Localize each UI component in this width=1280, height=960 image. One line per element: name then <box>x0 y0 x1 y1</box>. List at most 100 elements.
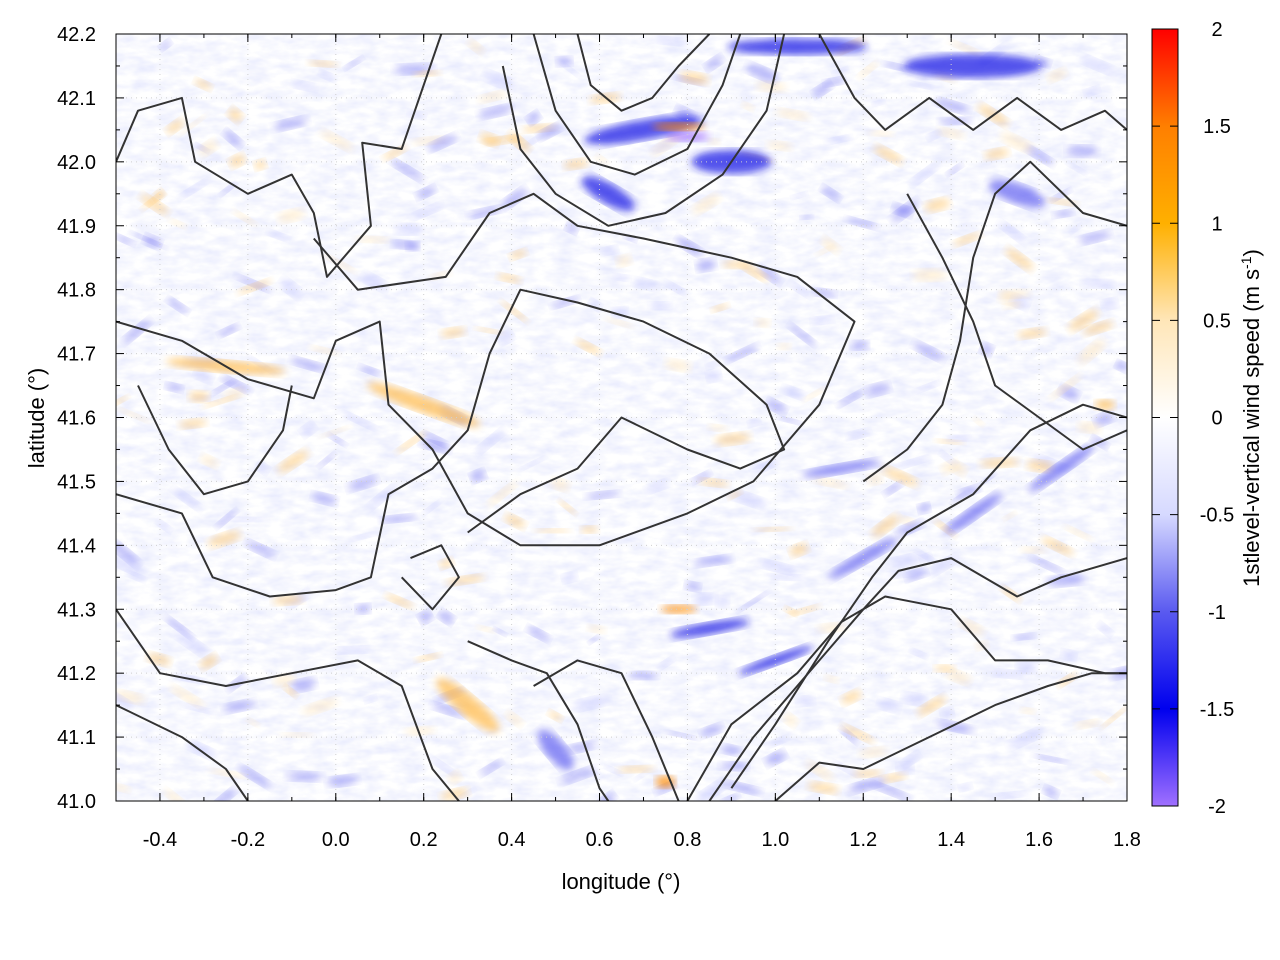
contour-line <box>116 608 460 801</box>
heatmap-cell <box>431 703 466 717</box>
heatmap-cell <box>1078 339 1106 364</box>
heatmap-cell <box>846 217 879 229</box>
heatmap-cell <box>823 77 845 86</box>
heatmap-cell <box>917 696 947 716</box>
heatmap-cell <box>565 223 578 234</box>
heatmap-cell <box>280 732 314 738</box>
heatmap-cell <box>580 526 599 534</box>
heatmap-cell <box>478 105 513 118</box>
heatmap-cell <box>927 130 941 140</box>
heatmap-cell <box>616 255 632 267</box>
heatmap-cell <box>236 275 271 292</box>
heatmap-cell <box>273 117 308 130</box>
heatmap-cell <box>628 671 658 680</box>
heatmap-cell <box>1026 460 1054 472</box>
contour-line <box>818 34 1127 131</box>
heatmap-feature <box>652 122 705 131</box>
heatmap-cell <box>1041 537 1074 556</box>
x-tick-label: 1.6 <box>1025 829 1053 851</box>
heatmap-cell <box>999 289 1031 298</box>
heatmap-cell <box>116 407 151 423</box>
heatmap-cell <box>684 581 701 591</box>
heatmap-cell <box>207 531 242 547</box>
heatmap-cell <box>789 543 809 557</box>
heatmap-cell <box>872 783 910 800</box>
heatmap-cell <box>164 789 187 801</box>
heatmap-cell <box>509 249 527 260</box>
heatmap-cell <box>493 628 507 636</box>
heatmap-cell <box>478 91 507 103</box>
x-tick-label: 0.8 <box>674 829 702 851</box>
heatmap-cell <box>758 560 798 574</box>
heatmap-cell <box>907 81 937 90</box>
heatmap-cell <box>477 430 505 453</box>
y-tick-label: 42.0 <box>57 152 96 174</box>
heatmap-cell <box>573 696 609 710</box>
heatmap-cell <box>748 419 761 427</box>
heatmap-cell <box>422 500 442 515</box>
heatmap-cell <box>624 235 637 242</box>
heatmap-feature <box>665 131 710 142</box>
heatmap-cell <box>1046 574 1086 587</box>
heatmap-cell <box>179 179 209 199</box>
y-tick-label: 42.2 <box>57 24 96 46</box>
heatmap-cell <box>813 288 837 298</box>
heatmap-cell <box>868 130 894 137</box>
heatmap-cell <box>841 690 862 704</box>
y-tick-label: 41.6 <box>57 408 96 430</box>
heatmap-cell <box>910 649 928 659</box>
contour-line <box>116 34 443 278</box>
heatmap-cell <box>311 493 337 505</box>
heatmap-cell <box>766 399 787 414</box>
heatmap-cell <box>267 230 289 241</box>
heatmap-cell <box>796 696 815 706</box>
heatmap-cell <box>290 358 326 371</box>
heatmap-cell <box>998 221 1027 243</box>
heatmap-cell <box>418 611 432 624</box>
heatmap-cell <box>223 130 243 147</box>
heatmap-cell <box>652 36 685 45</box>
colorbar-tick-label: 0.5 <box>1203 310 1231 332</box>
y-axis: 41.0 41.1 41.2 41.3 41.4 41.5 41.6 41.7 41.8 41.9… <box>57 24 1127 813</box>
heatmap-cell <box>1017 328 1048 339</box>
contour-line <box>533 659 680 801</box>
heatmap-cell <box>226 517 267 523</box>
heatmap-cell <box>891 200 919 222</box>
heatmap-cell <box>1101 706 1127 729</box>
heatmap-feature <box>1028 445 1095 493</box>
heatmap-cell <box>178 419 208 429</box>
heatmap-cell <box>950 493 965 504</box>
heatmap-cell <box>116 395 129 408</box>
heatmap-cell <box>928 554 960 575</box>
heatmap-cell <box>272 595 304 605</box>
heatmap-cell <box>979 458 1020 468</box>
heatmap-feature <box>670 619 749 638</box>
colorbar-label-end: ) <box>1239 249 1264 256</box>
heatmap-cell <box>534 528 571 533</box>
heatmap-cell <box>711 304 729 312</box>
heatmap-cell <box>1003 302 1023 309</box>
heatmap-cell <box>728 490 743 499</box>
heatmap-cell <box>116 690 132 709</box>
colorbar-tick-label: 0 <box>1211 408 1222 430</box>
heatmap-cell <box>617 765 655 773</box>
heatmap-cell <box>884 482 903 496</box>
heatmap-cell <box>959 783 972 791</box>
heatmap-cell <box>1084 86 1100 96</box>
heatmap-cell <box>878 699 900 712</box>
heatmap-cell <box>468 206 503 218</box>
heatmap-cell <box>167 298 189 313</box>
heatmap-cell <box>782 386 805 399</box>
contour-line <box>400 544 460 611</box>
heatmap-cell <box>355 603 371 614</box>
heatmap-cell <box>1020 546 1047 553</box>
heatmap-cell <box>504 514 526 528</box>
heatmap-cell <box>766 736 788 748</box>
y-tick-label: 42.1 <box>57 88 96 110</box>
heatmap-cell <box>245 541 275 557</box>
heatmap-cell <box>783 713 798 727</box>
heatmap-cell <box>180 703 214 713</box>
heatmap-cell <box>847 777 886 793</box>
heatmap-cell <box>237 279 272 294</box>
heatmap-cell <box>302 698 338 715</box>
